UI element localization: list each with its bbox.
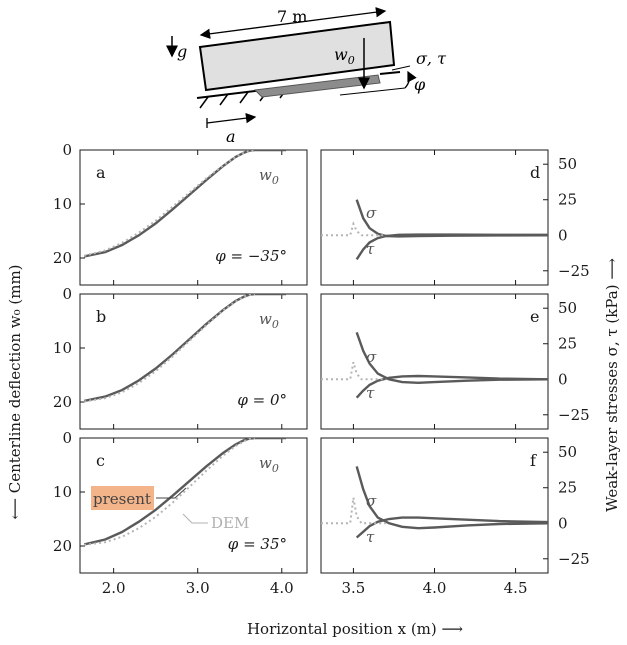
panel-frame [79,293,308,430]
present-series-line [355,516,548,539]
y-tick-label: 20 [53,537,72,555]
y-tick-label: 25 [558,479,577,497]
stress-sketch-label: σ, τ [416,49,447,68]
y-tick-label: 10 [53,195,72,213]
length-label: 7 m [277,7,307,26]
panel-letter: a [96,163,106,182]
panel-frame [79,149,308,286]
panel-letter: c [96,451,105,470]
crack-line [379,71,401,75]
panel-frame [320,149,549,286]
y-tick-label: 10 [53,339,72,357]
tau-label: τ [366,240,375,258]
x-tick-label: 3.0 [186,579,210,597]
y-tick-label: 20 [53,249,72,267]
panel-e: 50 25 0 −25 e στ [320,293,590,430]
dem-legend-leader [182,513,208,524]
x-tick-label: 4.5 [504,579,528,597]
slope-angle-arc [404,70,417,89]
present-series-line [83,150,286,258]
y-axis-label-right: Weak-layer stresses σ, τ (kPa) ⟶ [603,258,621,512]
y-tick-label: 0 [62,429,72,447]
angle-label: φ = 0° [237,391,287,409]
w0-curve-label: w0 [259,310,279,331]
present-series-line [355,374,548,399]
present-series-line [83,294,286,403]
x-tick-label: 4.0 [270,579,294,597]
tau-label: τ [366,384,375,402]
weak-layer [253,74,381,98]
panel-c: 0 10 20 2.0 3.0 4.0 c w0 φ = 35° present DEM [53,429,308,597]
y-axis-label-left: ⟵ Centerline deflection w₀ (mm) [6,264,24,519]
w0-sketch-label: w0 [334,45,355,67]
y-tick-label: −25 [558,550,590,568]
panel-d: 50 25 0 −25 d στ [320,149,590,286]
y-tick-label: 25 [558,191,577,209]
panel-letter: b [96,307,106,326]
y-tick-label: 0 [558,370,568,388]
y-tick-label: 0 [558,514,568,532]
y-tick-label: 0 [62,285,72,303]
y-tick-label: 0 [62,141,72,159]
tau-label: τ [366,528,375,546]
phi-label: φ [414,75,426,94]
angle-label: φ = −35° [215,247,287,265]
y-tick-label: −25 [558,406,590,424]
chart-panels: 0 10 20 a w0 φ = −35° 0 10 20 b w0 φ = 0° 0 10 20 2.0 3.… [53,141,590,597]
present-legend-leader [156,487,187,499]
crack-length-arrow [206,112,257,124]
y-tick-label: 50 [558,155,577,173]
y-tick-label: −25 [558,262,590,280]
panel-f: 50 25 0 −25 3.5 4.0 4.5 f στ [320,437,590,597]
angle-label: φ = 35° [228,535,287,553]
dem-series-line [321,221,386,237]
present-legend-highlight [91,486,154,510]
y-tick-label: 10 [53,483,72,501]
panel-letter: e [530,307,539,326]
dem-legend-label: DEM [211,514,249,532]
gravity-label: g [177,42,187,61]
dem-series-line [321,497,386,525]
w0-curve-label: w0 [259,166,279,187]
y-tick-label: 0 [558,226,568,244]
sigma-label: σ [366,348,377,366]
panel-frame [79,437,308,574]
panel-letter: f [530,451,537,470]
sigma-label: σ [366,204,377,222]
present-series-line [355,233,548,261]
present-series-line [355,199,548,238]
x-tick-label: 4.0 [423,579,447,597]
present-legend-label: present [93,490,151,508]
dem-series-line [83,150,255,257]
x-tick-label: 2.0 [102,579,126,597]
crack-length-label: a [226,127,236,146]
slope-base-line [339,87,406,96]
present-series-line [355,466,548,530]
panel-frame [320,293,549,430]
length-arrow [199,7,387,39]
y-tick-label: 50 [558,299,577,317]
panel-frame [320,437,549,574]
panel-letter: d [530,163,540,182]
present-series-line [355,332,548,385]
slab-sketch: 7 m g w0 σ, τ φ a [166,7,447,146]
y-tick-label: 20 [53,393,72,411]
sigma-label: σ [366,492,377,510]
stress-leader [391,65,411,71]
present-series-line [83,438,286,546]
w0-curve-label: w0 [259,454,279,475]
panel-a: 0 10 20 a w0 φ = −35° [53,141,308,286]
x-axis-label: Horizontal position x (m) ⟶ [247,620,463,638]
y-tick-label: 25 [558,335,577,353]
x-tick-label: 3.5 [341,579,365,597]
dem-series-line [84,294,255,403]
y-tick-label: 50 [558,443,577,461]
panel-b: 0 10 20 b w0 φ = 0° [53,285,308,430]
